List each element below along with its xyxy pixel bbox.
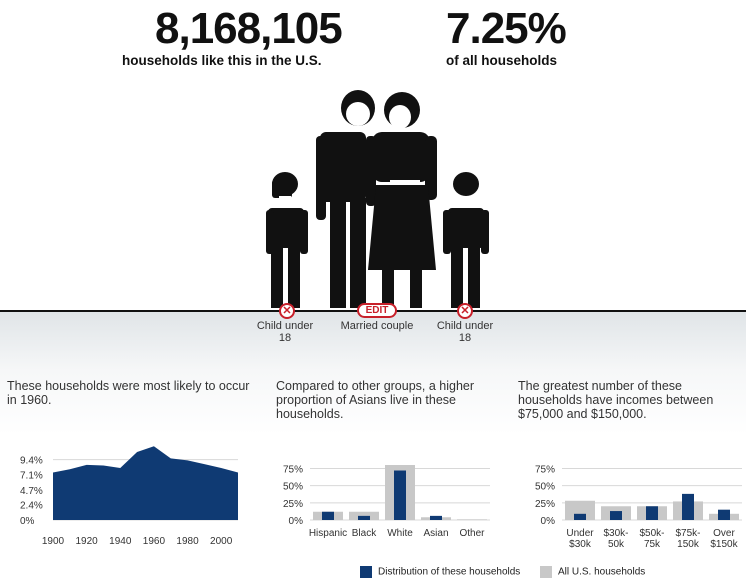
legend-these: Distribution of these households xyxy=(360,566,520,578)
household-share-label: of all households xyxy=(446,53,558,68)
race-xtick-label: Other xyxy=(459,528,485,539)
income-description: The greatest number of these households … xyxy=(518,379,714,421)
year-ytick-label: 7.1% xyxy=(20,470,43,481)
race-xtick-label: Black xyxy=(352,528,377,539)
income-ytick-label: 75% xyxy=(535,464,555,475)
race-bar-these xyxy=(358,515,370,520)
remove-child-left-button[interactable]: ✕ xyxy=(279,303,295,319)
race-bar-these xyxy=(430,515,442,520)
race-bar-these xyxy=(322,511,334,520)
child-figure-left[interactable] xyxy=(266,172,308,308)
year-xtick-label: 1940 xyxy=(109,536,132,547)
year-xtick-label: 1920 xyxy=(76,536,99,547)
income-ytick-label: 50% xyxy=(535,482,555,493)
woman-figure[interactable] xyxy=(366,92,437,308)
income-ytick-label: 25% xyxy=(535,499,555,510)
income-bar-chart: 75% 50% 25% 0% Under$30k $30k-50k $50k-75k $75k… xyxy=(535,464,742,550)
income-bar-all xyxy=(565,500,595,520)
remove-child-right-button[interactable]: ✕ xyxy=(457,303,473,319)
race-ytick-label: 50% xyxy=(283,482,303,493)
race-bar-these xyxy=(394,470,406,520)
year-ytick-label: 4.7% xyxy=(20,486,43,497)
income-xtick-label: $50k- xyxy=(639,528,664,539)
income-bar-these xyxy=(682,493,694,520)
income-xtick-label: $30k xyxy=(569,539,592,550)
year-area-chart: 9.4% 7.1% 4.7% 2.4% 0% 1900 1920 1940 1960 1980 20… xyxy=(20,446,238,547)
income-xtick-label: $150k xyxy=(710,539,738,550)
income-xtick-label: 150k xyxy=(677,539,700,550)
year-description: These households were most likely to occ… xyxy=(7,379,250,407)
year-xtick-label: 1900 xyxy=(42,536,65,547)
year-xtick-label: 1960 xyxy=(143,536,166,547)
household-count-label: households like this in the U.S. xyxy=(122,53,322,68)
legend-swatch-these xyxy=(360,566,372,578)
year-xtick-label: 1980 xyxy=(176,536,199,547)
income-bar-these xyxy=(718,509,730,520)
man-figure[interactable] xyxy=(316,90,375,308)
race-xtick-label: Hispanic xyxy=(309,528,347,539)
race-bar-all xyxy=(457,519,487,520)
year-xtick-label: 2000 xyxy=(210,536,233,547)
income-bar-these xyxy=(610,511,622,520)
income-bar-these xyxy=(574,513,586,520)
legend-swatch-all xyxy=(540,566,552,578)
child-figure-right[interactable] xyxy=(443,172,489,308)
member-label-child-right: Child under 18 xyxy=(436,320,494,344)
year-ytick-label: 2.4% xyxy=(20,501,43,512)
household-count: 8,168,105 xyxy=(155,4,343,53)
income-xtick-label: 75k xyxy=(644,539,661,550)
household-share: 7.25% xyxy=(446,4,567,53)
year-ytick-label: 0% xyxy=(20,516,35,527)
legend-all-label: All U.S. households xyxy=(558,566,646,578)
race-ytick-label: 25% xyxy=(283,499,303,510)
income-xtick-label: Under xyxy=(566,528,594,539)
year-ytick-label: 9.4% xyxy=(20,456,43,467)
family-illustration xyxy=(266,90,489,308)
income-bar-these xyxy=(646,506,658,520)
member-label-couple: Married couple xyxy=(340,320,414,332)
charts-panel xyxy=(0,310,746,587)
race-bar-chart: 75% 50% 25% 0% Hispanic Black White Asian Other xyxy=(283,464,490,539)
race-ytick-label: 75% xyxy=(283,464,303,475)
income-xtick-label: $30k- xyxy=(603,528,628,539)
race-xtick-label: White xyxy=(387,528,413,539)
race-description: Compared to other groups, a higher propo… xyxy=(276,379,475,421)
income-xtick-label: $75k- xyxy=(675,528,700,539)
year-area-series xyxy=(53,446,238,520)
income-xtick-label: Over xyxy=(713,528,735,539)
member-label-child-left: Child under 18 xyxy=(256,320,314,344)
race-ytick-label: 0% xyxy=(289,516,304,527)
legend-all: All U.S. households xyxy=(540,566,645,578)
race-xtick-label: Asian xyxy=(423,528,448,539)
edit-couple-button[interactable]: EDIT xyxy=(357,303,397,318)
income-xtick-label: 50k xyxy=(608,539,625,550)
legend-these-label: Distribution of these households xyxy=(378,566,521,578)
income-ytick-label: 0% xyxy=(541,516,556,527)
